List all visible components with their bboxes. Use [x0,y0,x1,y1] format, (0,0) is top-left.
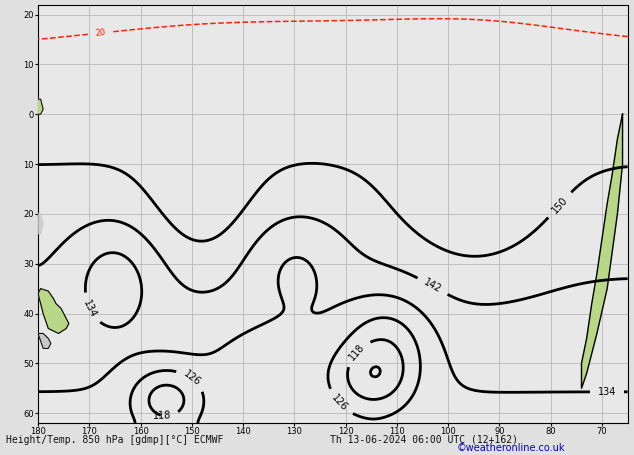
Text: 134: 134 [598,387,616,397]
Polygon shape [38,214,43,234]
Text: 134: 134 [81,298,98,319]
Text: 126: 126 [181,369,202,388]
Text: 118: 118 [347,342,367,363]
Text: 20: 20 [94,28,106,38]
Text: 126: 126 [330,393,349,414]
Text: 150: 150 [550,195,569,215]
Text: 118: 118 [153,410,172,421]
Polygon shape [38,334,51,349]
Polygon shape [38,99,43,114]
Text: Height/Temp. 850 hPa [gdmp][°C] ECMWF: Height/Temp. 850 hPa [gdmp][°C] ECMWF [6,435,224,445]
Text: Th 13-06-2024 06:00 UTC (12+162): Th 13-06-2024 06:00 UTC (12+162) [330,435,518,445]
Polygon shape [38,288,69,334]
Text: 142: 142 [422,277,443,295]
Polygon shape [581,114,625,388]
Text: ©weatheronline.co.uk: ©weatheronline.co.uk [456,443,565,453]
